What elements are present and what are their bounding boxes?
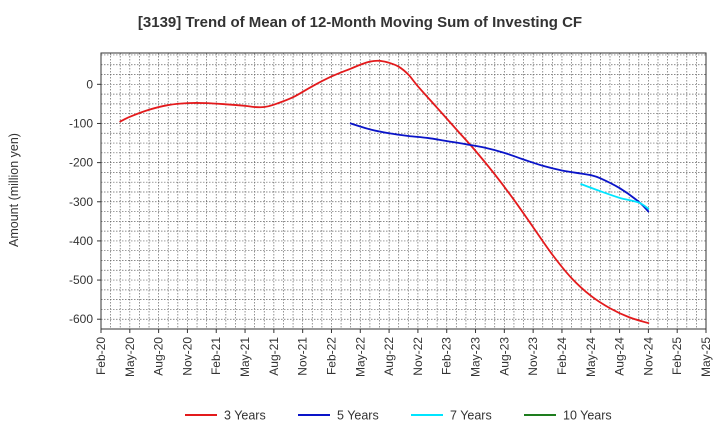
x-tick-label: Feb-20 bbox=[94, 337, 108, 375]
x-tick-label: May-21 bbox=[238, 337, 252, 377]
y-tick-label: -200 bbox=[69, 156, 93, 170]
x-tick-label: Aug-24 bbox=[613, 337, 627, 376]
legend-label-7-years: 7 Years bbox=[450, 409, 492, 423]
series-lines bbox=[119, 59, 650, 325]
x-tick-label: Aug-23 bbox=[497, 337, 511, 376]
series-line-7-years bbox=[580, 183, 650, 210]
chart-title: [3139] Trend of Mean of 12-Month Moving … bbox=[138, 14, 582, 31]
x-tick-label: Nov-24 bbox=[641, 337, 655, 376]
x-axis-ticks: Feb-20 May-20 Aug-20 Nov-20 Feb-21 May-21 Aug-… bbox=[94, 329, 713, 377]
grid bbox=[101, 53, 706, 329]
y-tick-label: -100 bbox=[69, 116, 93, 130]
x-tick-label: Feb-25 bbox=[670, 337, 684, 375]
x-tick-label: Aug-20 bbox=[152, 337, 166, 376]
series-line-3-years bbox=[119, 59, 650, 325]
x-tick-label: Feb-21 bbox=[209, 337, 223, 375]
y-tick-label: -600 bbox=[69, 312, 93, 326]
x-tick-label: May-25 bbox=[699, 337, 713, 377]
x-tick-label: May-20 bbox=[123, 337, 137, 377]
x-tick-label: May-22 bbox=[353, 337, 367, 377]
series-line-5-years bbox=[349, 122, 650, 213]
y-tick-label: 0 bbox=[86, 77, 93, 91]
x-tick-label: Aug-21 bbox=[267, 337, 281, 376]
legend-label-10-years: 10 Years bbox=[563, 409, 612, 423]
legend-label-3-years: 3 Years bbox=[224, 409, 266, 423]
legend-label-5-years: 5 Years bbox=[337, 409, 379, 423]
legend: 3 Years 5 Years 7 Years 10 Years bbox=[185, 409, 612, 423]
x-tick-label: Feb-23 bbox=[440, 337, 454, 375]
x-tick-label: May-23 bbox=[469, 337, 483, 377]
y-tick-label: -400 bbox=[69, 234, 93, 248]
x-tick-label: Feb-24 bbox=[555, 337, 569, 375]
x-tick-label: Nov-23 bbox=[526, 337, 540, 376]
x-tick-label: Nov-20 bbox=[180, 337, 194, 376]
y-axis-ticks: 0 -100 -200 -300 -400 -500 -600 bbox=[69, 77, 101, 326]
x-tick-label: Nov-22 bbox=[411, 337, 425, 376]
x-tick-label: Nov-21 bbox=[296, 337, 310, 376]
plot-frame bbox=[100, 52, 707, 330]
y-tick-label: -300 bbox=[69, 195, 93, 209]
x-tick-label: May-24 bbox=[584, 337, 598, 377]
x-tick-label: Aug-22 bbox=[382, 337, 396, 376]
y-tick-label: -500 bbox=[69, 273, 93, 287]
y-axis-label: Amount (million yen) bbox=[7, 133, 21, 247]
x-tick-label: Feb-22 bbox=[324, 337, 338, 375]
